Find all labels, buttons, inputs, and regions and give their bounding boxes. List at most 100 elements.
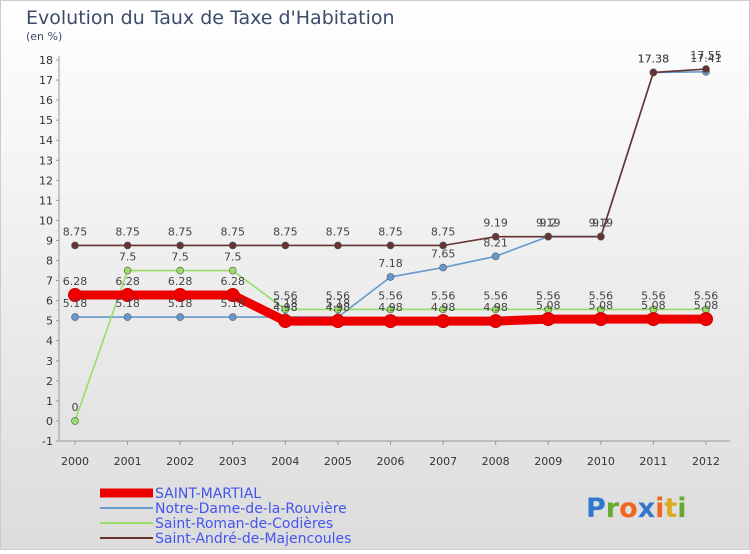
data-point — [386, 273, 395, 281]
data-label: 17.38 — [638, 52, 670, 65]
data-point — [281, 305, 290, 314]
data-label: 9.19 — [536, 217, 561, 230]
data-point — [491, 232, 500, 241]
data-point — [383, 314, 398, 329]
y-tick-label: 18 — [39, 54, 53, 67]
data-label: 17.41 — [690, 52, 722, 65]
y-tick-label: 16 — [39, 94, 53, 107]
y-tick-label: 5 — [46, 315, 53, 328]
data-label: 7.5 — [119, 251, 137, 264]
data-label: 8.75 — [431, 225, 456, 238]
series-layer — [68, 65, 713, 425]
data-point — [544, 232, 553, 241]
data-point — [646, 312, 661, 327]
x-tick-label: 2007 — [429, 455, 457, 468]
data-point — [71, 417, 79, 425]
data-label: 9.19 — [483, 217, 508, 230]
legend-label: SAINT-MARTIAL — [155, 486, 261, 502]
data-point — [123, 241, 132, 250]
x-tick-label: 2010 — [587, 455, 615, 468]
data-label: 5.18 — [168, 297, 193, 310]
data-point — [597, 232, 605, 241]
data-labels-layer: 5.18 5.18 5.18 5.18 5.18 5.187.187.658.219.2 9… — [63, 49, 722, 414]
data-label: 4.98 — [483, 301, 508, 314]
data-label: 7.5 — [224, 251, 242, 264]
y-tick-label: 11 — [39, 194, 53, 207]
legend-label: Saint-Roman-de-Codières — [155, 516, 333, 532]
data-point — [120, 288, 135, 303]
data-label: 17.38 — [638, 52, 670, 65]
y-tick-label: 2 — [46, 375, 53, 388]
data-label: 8.75 — [168, 225, 193, 238]
y-tick-label: 8 — [46, 255, 53, 268]
legend-item: SAINT-MARTIAL — [100, 486, 261, 502]
data-label: 5.56 — [483, 289, 508, 302]
data-label: 17.55 — [690, 49, 722, 62]
series-saint-martial — [68, 288, 713, 329]
y-tick-label: 13 — [39, 154, 53, 167]
x-tick-label: 2004 — [271, 455, 299, 468]
data-label: 8.75 — [378, 225, 403, 238]
logo: Proxiti — [586, 493, 687, 524]
data-point — [123, 266, 132, 275]
data-label: 6.28 — [168, 275, 193, 288]
data-label: 8.75 — [273, 225, 298, 238]
data-point — [330, 314, 345, 329]
y-tick-label: 6 — [46, 295, 53, 308]
data-label: 5.08 — [641, 299, 666, 312]
series-saint-roman-de-codieres — [71, 266, 710, 425]
data-point — [228, 241, 237, 250]
data-label: 5.56 — [641, 289, 666, 302]
data-label: 8.75 — [221, 225, 246, 238]
data-point — [386, 241, 395, 250]
x-tick-label: 2003 — [219, 455, 247, 468]
data-label: 5.18 — [273, 297, 298, 310]
data-point — [123, 313, 132, 321]
chart-title: Evolution du Taux de Taxe d'Habitation — [26, 7, 395, 29]
x-tick-label: 2000 — [61, 455, 89, 468]
data-label: 8.75 — [326, 225, 351, 238]
data-point — [702, 65, 710, 73]
data-point — [386, 305, 395, 314]
legend-label: Saint-André-de-Majencoules — [155, 531, 351, 547]
y-tick-label: -1 — [42, 435, 53, 448]
data-point — [334, 305, 342, 314]
data-label: 5.56 — [431, 289, 456, 302]
data-label: 0 — [72, 401, 79, 414]
y-tick-label: 0 — [46, 415, 53, 428]
data-point — [593, 312, 608, 327]
data-point — [176, 313, 184, 321]
data-label: 4.98 — [326, 301, 351, 314]
data-point — [228, 313, 237, 321]
data-point — [71, 313, 79, 321]
data-point — [439, 305, 447, 314]
data-point — [699, 312, 713, 327]
data-label: 9.19 — [589, 217, 614, 230]
legend-label: Notre-Dame-de-la-Rouvière — [155, 501, 347, 517]
data-label: 9.2 — [592, 216, 610, 229]
chart-subtitle: (en %) — [26, 30, 62, 43]
legend-item: Notre-Dame-de-la-Rouvière — [100, 501, 347, 517]
y-tick-label: 1 — [46, 395, 53, 408]
data-point — [649, 68, 658, 77]
legend-item: Saint-André-de-Majencoules — [100, 531, 351, 547]
x-tick-label: 2006 — [377, 455, 405, 468]
y-tick-label: 14 — [39, 134, 53, 147]
data-point — [439, 263, 447, 272]
data-label: 5.56 — [273, 289, 298, 302]
data-point — [225, 288, 240, 303]
data-point — [439, 241, 447, 250]
data-label: 7.65 — [431, 248, 456, 261]
data-label: 5.08 — [536, 299, 561, 312]
data-label: 5.08 — [589, 299, 614, 312]
data-point — [71, 241, 79, 250]
y-tick-label: 4 — [46, 335, 53, 348]
data-label: 4.98 — [431, 301, 456, 314]
legend-item: Saint-Roman-de-Codières — [100, 516, 333, 532]
data-label: 5.18 — [221, 297, 246, 310]
x-tick-label: 2005 — [324, 455, 352, 468]
data-label: 5.56 — [589, 289, 614, 302]
data-label: 5.56 — [694, 289, 719, 302]
data-label: 5.18 — [326, 297, 351, 310]
